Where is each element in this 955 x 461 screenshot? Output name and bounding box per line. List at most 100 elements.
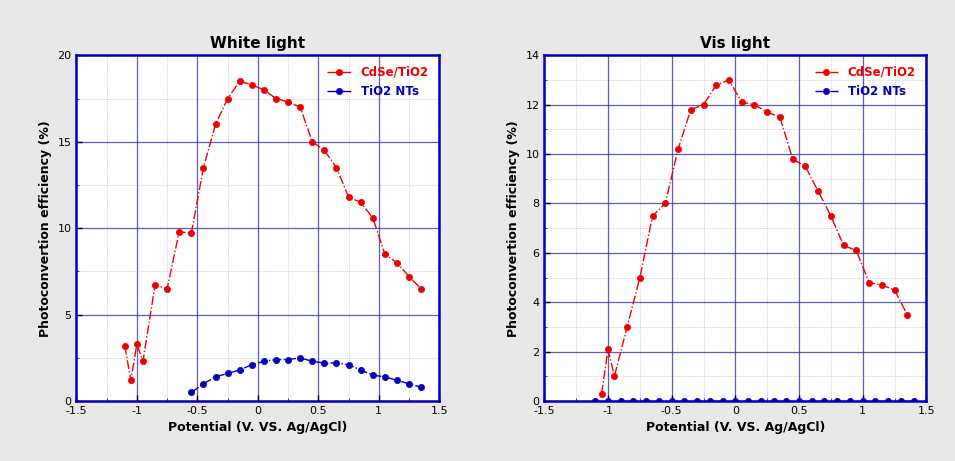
CdSe/TiO2: [761, 109, 773, 115]
CdSe/TiO2: [392, 260, 403, 266]
CdSe/TiO2: [131, 341, 142, 347]
TiO2 NTs: [198, 381, 209, 386]
TiO2 NTs: [768, 398, 779, 404]
CdSe/TiO2: [149, 283, 160, 288]
TiO2 NTs: [234, 367, 245, 372]
CdSe/TiO2: [138, 359, 149, 364]
CdSe/TiO2: [825, 213, 837, 219]
CdSe/TiO2: [799, 164, 811, 169]
CdSe/TiO2: [889, 287, 901, 293]
TiO2 NTs: [717, 398, 729, 404]
CdSe/TiO2: [355, 200, 367, 205]
TiO2 NTs: [755, 398, 767, 404]
CdSe/TiO2: [161, 286, 173, 291]
CdSe/TiO2: [608, 373, 620, 379]
TiO2 NTs: [392, 378, 403, 383]
CdSe/TiO2: [343, 195, 354, 200]
CdSe/TiO2: [775, 114, 786, 120]
CdSe/TiO2: [379, 251, 391, 257]
CdSe/TiO2: [125, 378, 137, 383]
CdSe/TiO2: [634, 275, 646, 280]
CdSe/TiO2: [787, 156, 798, 162]
TiO2 NTs: [615, 398, 626, 404]
TiO2 NTs: [343, 362, 354, 367]
TiO2 NTs: [627, 398, 639, 404]
TiO2 NTs: [355, 367, 367, 372]
TiO2 NTs: [882, 398, 894, 404]
TiO2 NTs: [794, 398, 805, 404]
TiO2 NTs: [379, 374, 391, 380]
CdSe/TiO2: [749, 102, 760, 107]
CdSe/TiO2: [403, 274, 414, 279]
TiO2 NTs: [307, 359, 318, 364]
TiO2 NTs: [679, 398, 690, 404]
CdSe/TiO2: [838, 242, 849, 248]
CdSe/TiO2: [222, 96, 233, 101]
TiO2 NTs: [603, 398, 614, 404]
Line: TiO2 NTs: TiO2 NTs: [592, 398, 917, 404]
TiO2 NTs: [641, 398, 652, 404]
TiO2 NTs: [367, 372, 378, 378]
CdSe/TiO2: [736, 100, 748, 105]
Line: CdSe/TiO2: CdSe/TiO2: [121, 78, 424, 384]
CdSe/TiO2: [174, 229, 185, 234]
CdSe/TiO2: [198, 165, 209, 171]
TiO2 NTs: [185, 390, 197, 395]
CdSe/TiO2: [698, 102, 710, 107]
TiO2 NTs: [222, 371, 233, 376]
TiO2 NTs: [210, 374, 222, 380]
TiO2 NTs: [589, 398, 601, 404]
TiO2 NTs: [403, 381, 414, 386]
TiO2 NTs: [666, 398, 677, 404]
TiO2 NTs: [730, 398, 741, 404]
TiO2 NTs: [818, 398, 830, 404]
TiO2 NTs: [844, 398, 856, 404]
TiO2 NTs: [691, 398, 703, 404]
TiO2 NTs: [294, 355, 306, 361]
CdSe/TiO2: [603, 347, 614, 352]
TiO2 NTs: [653, 398, 665, 404]
CdSe/TiO2: [319, 148, 330, 153]
TiO2 NTs: [780, 398, 792, 404]
TiO2 NTs: [806, 398, 817, 404]
CdSe/TiO2: [415, 286, 427, 291]
CdSe/TiO2: [647, 213, 658, 219]
TiO2 NTs: [704, 398, 715, 404]
Y-axis label: Photoconvertion efficiency (%): Photoconvertion efficiency (%): [507, 120, 520, 337]
CdSe/TiO2: [283, 99, 294, 105]
TiO2 NTs: [870, 398, 881, 404]
CdSe/TiO2: [258, 87, 269, 93]
CdSe/TiO2: [876, 282, 887, 288]
CdSe/TiO2: [723, 77, 734, 83]
TiO2 NTs: [895, 398, 906, 404]
CdSe/TiO2: [711, 82, 722, 88]
CdSe/TiO2: [672, 147, 684, 152]
TiO2 NTs: [415, 384, 427, 390]
CdSe/TiO2: [119, 343, 131, 349]
CdSe/TiO2: [851, 248, 862, 253]
Legend: CdSe/TiO2, TiO2 NTs: CdSe/TiO2, TiO2 NTs: [323, 61, 434, 102]
CdSe/TiO2: [185, 230, 197, 236]
CdSe/TiO2: [210, 122, 222, 127]
TiO2 NTs: [330, 361, 342, 366]
Y-axis label: Photoconvertion efficiency (%): Photoconvertion efficiency (%): [39, 120, 52, 337]
CdSe/TiO2: [234, 78, 245, 84]
CdSe/TiO2: [367, 215, 378, 220]
Title: Vis light: Vis light: [700, 36, 771, 51]
TiO2 NTs: [246, 362, 258, 367]
TiO2 NTs: [283, 357, 294, 362]
X-axis label: Potential (V. VS. Ag/AgCl): Potential (V. VS. Ag/AgCl): [168, 421, 348, 434]
Title: White light: White light: [210, 36, 306, 51]
TiO2 NTs: [832, 398, 843, 404]
TiO2 NTs: [908, 398, 920, 404]
CdSe/TiO2: [246, 82, 258, 88]
X-axis label: Potential (V. VS. Ag/AgCl): Potential (V. VS. Ag/AgCl): [646, 421, 825, 434]
CdSe/TiO2: [660, 201, 671, 206]
CdSe/TiO2: [307, 139, 318, 145]
Line: TiO2 NTs: TiO2 NTs: [188, 355, 424, 396]
Line: CdSe/TiO2: CdSe/TiO2: [599, 77, 910, 397]
CdSe/TiO2: [270, 96, 282, 101]
CdSe/TiO2: [813, 189, 824, 194]
CdSe/TiO2: [863, 280, 875, 285]
CdSe/TiO2: [596, 391, 607, 396]
